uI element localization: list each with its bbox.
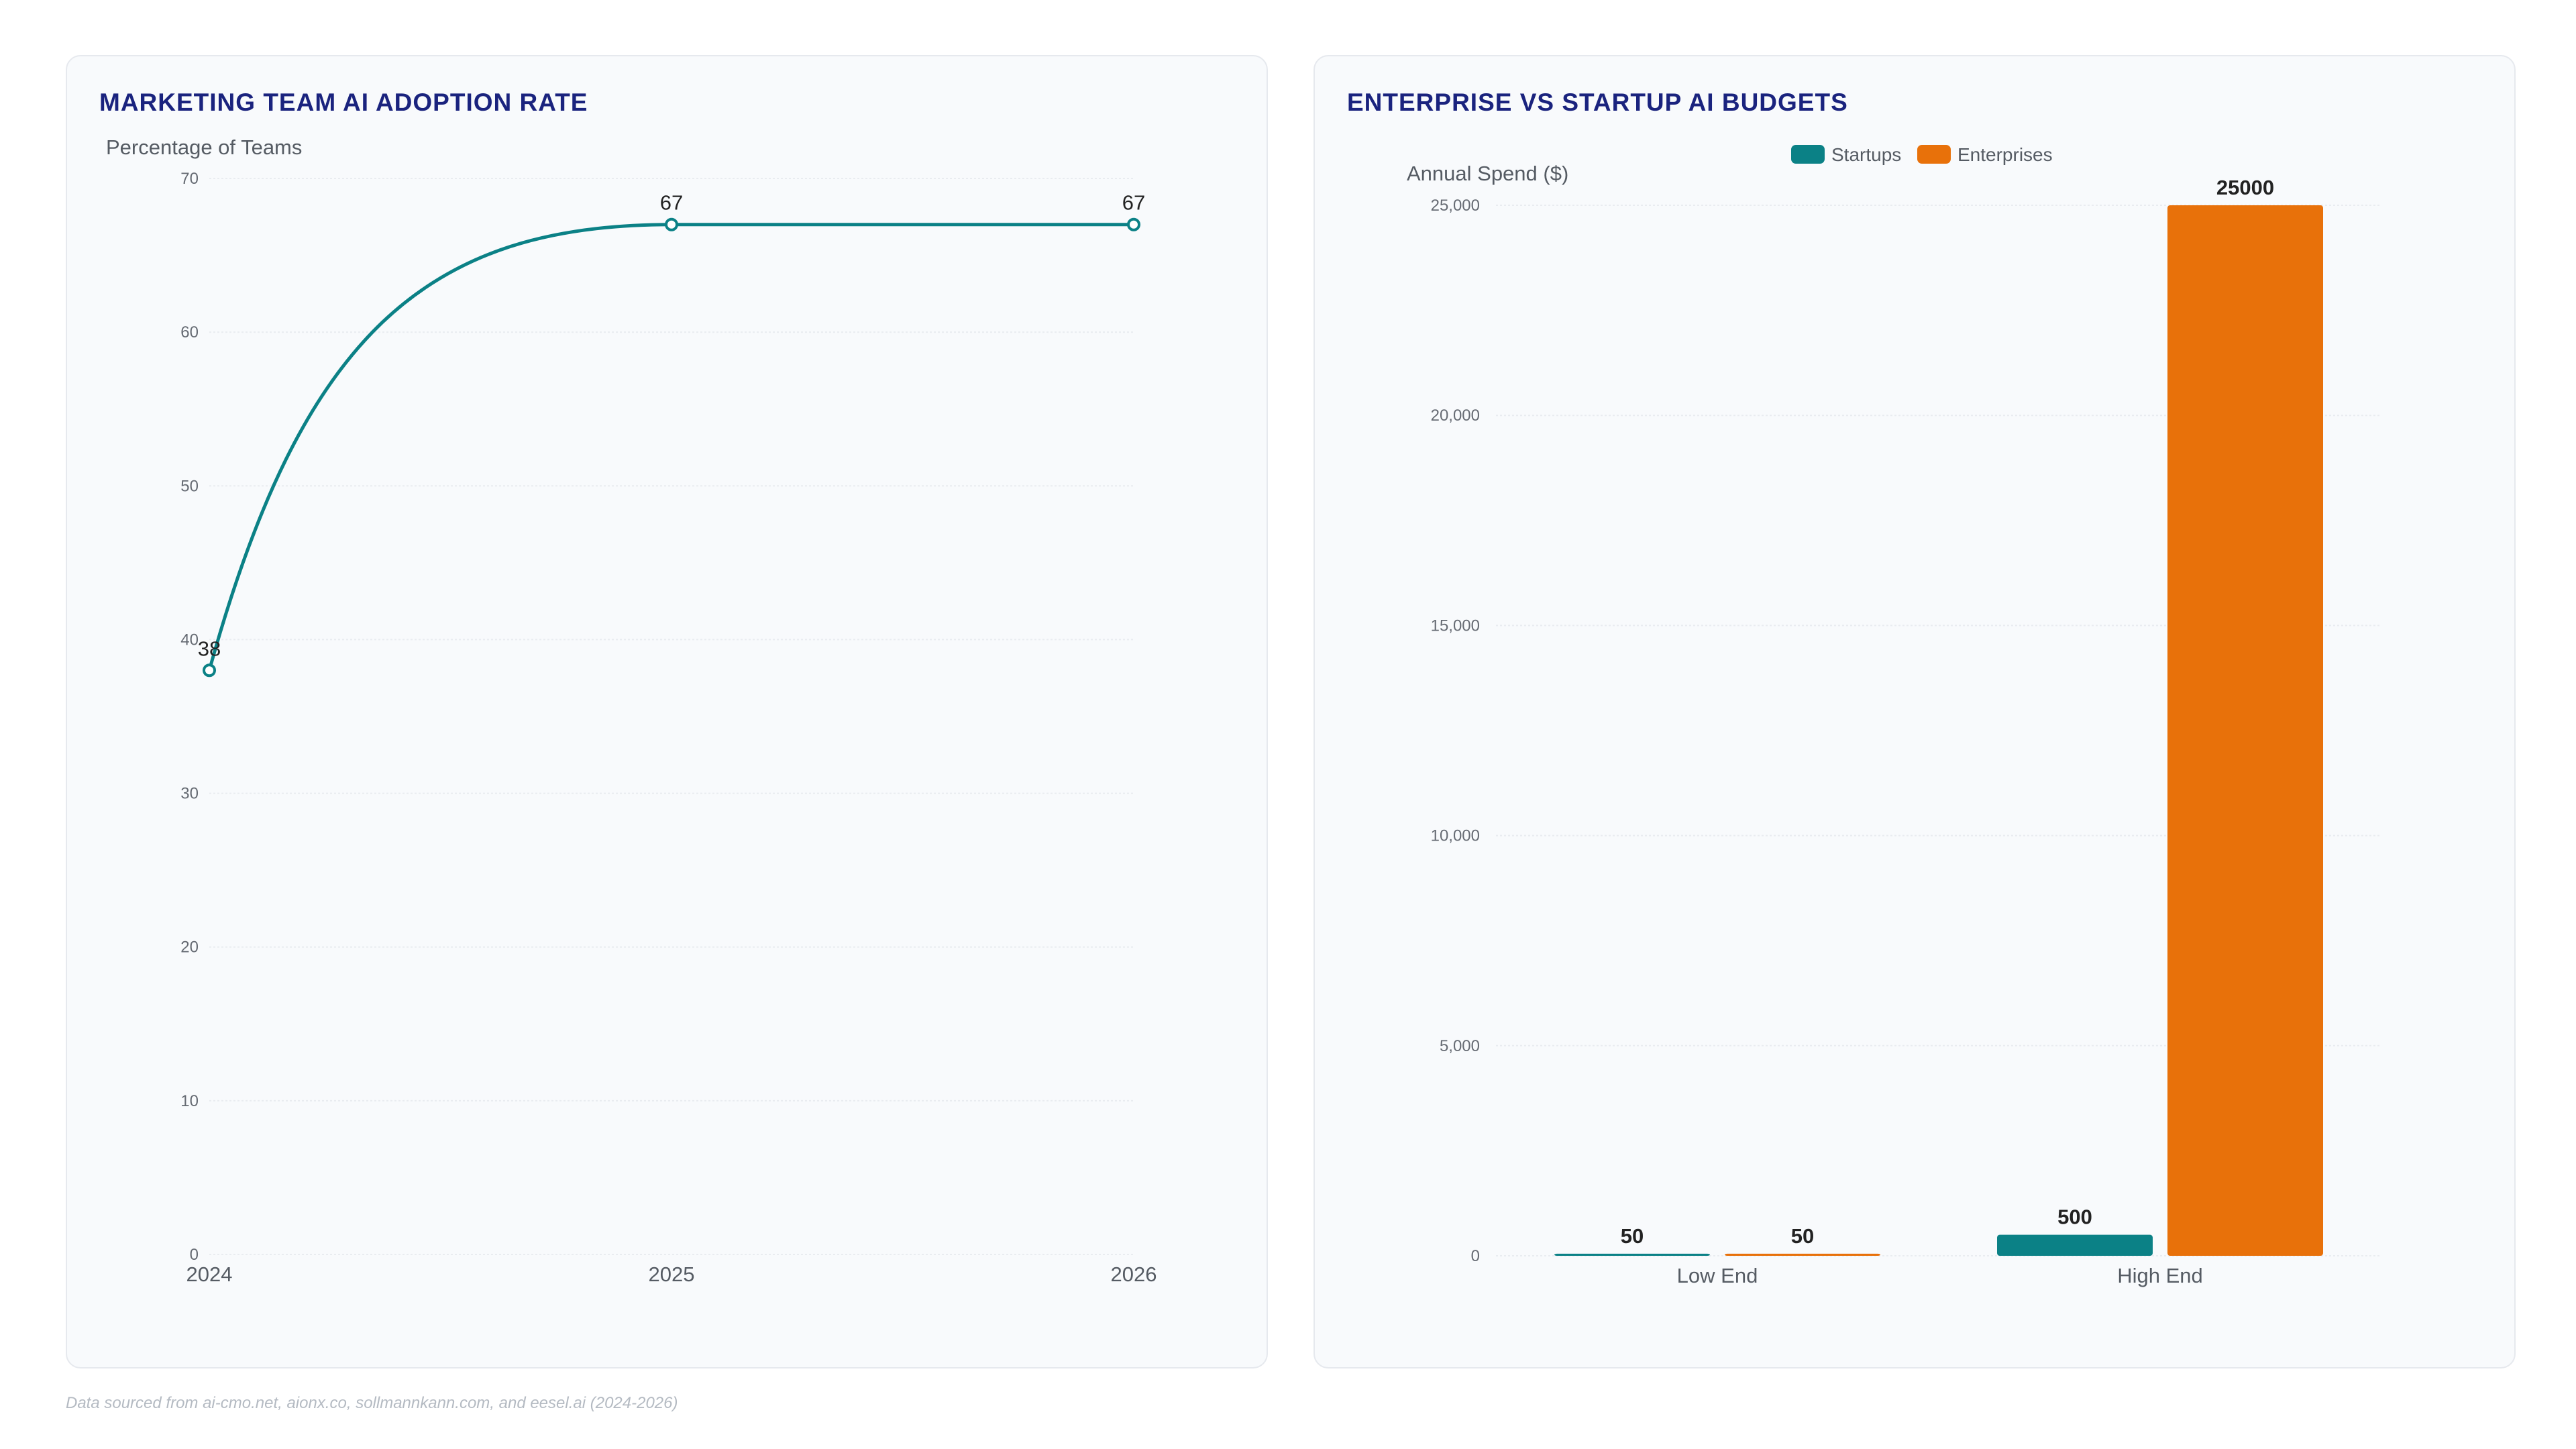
adoption-gridlines [209, 178, 1134, 1255]
budget-bar [2167, 205, 2323, 1256]
budget-bar [1554, 1253, 1710, 1256]
budget-bar [1997, 1234, 2153, 1256]
adoption-y-ticks: 0 10 20 30 40 50 60 70 [180, 170, 199, 1264]
budget-y-axis-title: Annual Spend ($) [1407, 162, 1568, 185]
budget-y-tick-label: 10,000 [1431, 827, 1480, 845]
budget-y-tick-label: 5,000 [1440, 1037, 1480, 1055]
adoption-y-tick-label: 30 [180, 785, 199, 803]
budget-bar [1725, 1253, 1880, 1256]
budget-bar-label: 50 [1791, 1224, 1814, 1248]
adoption-data-labels: 38 67 67 [198, 191, 1145, 661]
adoption-x-tick-label: 2026 [1111, 1263, 1157, 1286]
budget-y-tick-label: 20,000 [1431, 407, 1480, 425]
adoption-data-point [203, 663, 216, 678]
budget-y-tick-label: 0 [1471, 1247, 1480, 1265]
budget-y-tick-label: 15,000 [1431, 616, 1480, 635]
adoption-data-label: 67 [660, 191, 683, 215]
adoption-y-tick-label: 50 [180, 477, 199, 495]
legend-swatch [1917, 145, 1951, 164]
budget-legend: Startups Enterprises [1791, 144, 2053, 165]
adoption-y-tick-label: 0 [190, 1246, 199, 1264]
adoption-line-series [207, 223, 1134, 671]
adoption-data-point [665, 217, 678, 231]
budget-bar-label: 500 [2057, 1205, 2092, 1229]
adoption-y-tick-label: 40 [180, 631, 199, 649]
adoption-y-tick-label: 10 [180, 1092, 199, 1110]
adoption-x-tick-label: 2025 [649, 1263, 695, 1286]
budget-bar-label: 50 [1621, 1224, 1644, 1248]
budget-bars [1554, 205, 2323, 1256]
adoption-y-tick-label: 60 [180, 323, 199, 341]
budget-chart-title: ENTERPRISE VS STARTUP AI BUDGETS [1347, 89, 1848, 116]
adoption-chart-panel: MARKETING TEAM AI ADOPTION RATE Percenta… [66, 55, 1268, 1368]
budget-chart-panel: ENTERPRISE VS STARTUP AI BUDGETS Startup… [1313, 55, 2516, 1368]
adoption-y-tick-label: 70 [180, 170, 199, 188]
budget-x-tick-label: High End [2117, 1264, 2203, 1287]
budget-y-tick-label: 25,000 [1431, 197, 1480, 215]
budget-x-ticks: Low End High End [1677, 1264, 2203, 1287]
adoption-x-tick-label: 2024 [186, 1263, 233, 1286]
adoption-y-axis-title: Percentage of Teams [106, 136, 302, 159]
adoption-chart-title: MARKETING TEAM AI ADOPTION RATE [99, 89, 588, 116]
legend-label: Startups [1831, 144, 1901, 165]
budget-bar-labels: 50 50 500 25000 [1621, 176, 2274, 1248]
adoption-data-point [1127, 217, 1140, 231]
adoption-x-ticks: 2024 2025 2026 [186, 1263, 1157, 1286]
adoption-data-points [203, 217, 1140, 678]
adoption-data-label: 38 [198, 637, 221, 660]
adoption-data-label: 67 [1122, 191, 1145, 215]
adoption-line-chart: Percentage of Teams 0 10 20 30 40 50 60 70 2024… [106, 136, 1157, 1286]
budget-y-ticks: 0 5,000 10,000 15,000 20,000 25,000 [1431, 197, 1480, 1265]
adoption-y-tick-label: 20 [180, 938, 199, 957]
budget-x-tick-label: Low End [1677, 1264, 1758, 1287]
data-source-footnote: Data sourced from ai-cmo.net, aionx.co, … [66, 1394, 678, 1412]
budget-bar-chart: Startups Enterprises Annual Spend ($) 0 5,… [1407, 144, 2381, 1287]
legend-label: Enterprises [1957, 144, 2053, 165]
legend-swatch [1791, 145, 1825, 164]
budget-bar-label: 25000 [2216, 176, 2274, 199]
